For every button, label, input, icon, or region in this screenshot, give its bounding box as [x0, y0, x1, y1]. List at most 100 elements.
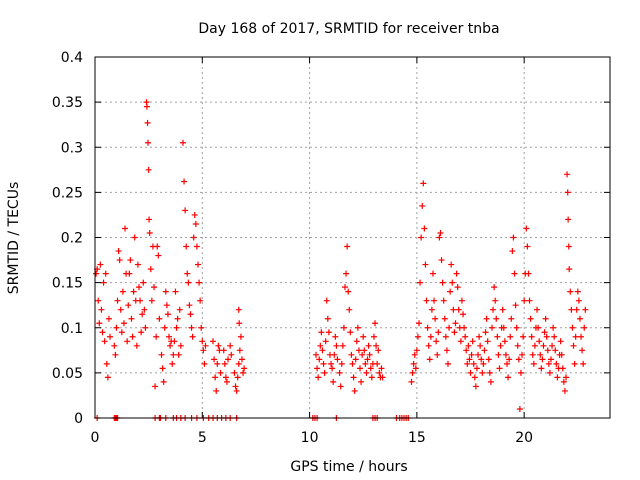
data-point [560, 378, 567, 385]
data-point [324, 315, 331, 322]
data-point [134, 261, 141, 268]
data-point [454, 284, 461, 291]
data-point [516, 405, 523, 412]
data-point [145, 139, 152, 146]
chart-title: Day 168 of 2017, SRMTID for receiver tnb… [198, 21, 499, 37]
data-point [366, 351, 373, 358]
data-point [541, 329, 548, 336]
data-point [554, 374, 561, 381]
data-point [191, 211, 198, 218]
data-point [104, 374, 111, 381]
data-point [185, 279, 192, 286]
data-point [457, 338, 464, 345]
data-point [368, 374, 375, 381]
data-point [338, 360, 345, 367]
data-point [231, 369, 238, 376]
y-tick-label: 0.25 [52, 185, 83, 201]
data-point [188, 324, 195, 331]
data-point [138, 329, 145, 336]
data-point [197, 297, 204, 304]
data-point [513, 324, 520, 331]
data-point [333, 342, 340, 349]
data-point [325, 329, 332, 336]
data-point [362, 360, 369, 367]
data-point [549, 342, 556, 349]
data-point [419, 202, 426, 209]
data-point [117, 306, 124, 313]
data-point [236, 320, 243, 327]
data-point [221, 360, 228, 367]
data-point [113, 324, 120, 331]
data-point [137, 297, 144, 304]
data-point [496, 365, 503, 372]
data-point [160, 378, 167, 385]
data-point [372, 320, 379, 327]
data-point [355, 347, 362, 354]
data-point [486, 369, 493, 376]
data-point [140, 279, 147, 286]
data-point [144, 119, 151, 126]
data-point [524, 243, 531, 250]
data-point [452, 320, 459, 327]
data-point [148, 297, 155, 304]
data-point [331, 351, 338, 358]
data-point [494, 333, 501, 340]
data-point [334, 356, 341, 363]
data-point [352, 356, 359, 363]
data-point [506, 356, 513, 363]
data-point [348, 351, 355, 358]
data-point [447, 288, 454, 295]
y-tick-label: 0 [74, 411, 83, 427]
data-point [347, 329, 354, 336]
data-point [350, 374, 357, 381]
data-point [574, 288, 581, 295]
data-point [179, 139, 186, 146]
data-point [128, 315, 135, 322]
data-point [316, 356, 323, 363]
data-point [537, 351, 544, 358]
data-point [477, 342, 484, 349]
data-point [509, 248, 516, 255]
data-point [421, 225, 428, 232]
data-point [240, 369, 247, 376]
data-point [455, 306, 462, 313]
data-point [438, 257, 445, 264]
grid-lines [95, 57, 610, 418]
data-point [485, 356, 492, 363]
data-point [317, 342, 324, 349]
data-point [358, 378, 365, 385]
data-point [483, 315, 490, 322]
data-point [453, 270, 460, 277]
data-point [153, 333, 160, 340]
data-point [553, 360, 560, 367]
data-point [93, 270, 100, 277]
data-point [534, 306, 541, 313]
data-point [569, 324, 576, 331]
data-point [461, 324, 468, 331]
data-point [112, 351, 119, 358]
data-point [181, 178, 188, 185]
data-point [164, 311, 171, 318]
data-point [357, 365, 364, 372]
data-point [365, 342, 372, 349]
data-point [146, 216, 153, 223]
data-point [102, 270, 109, 277]
data-point [566, 266, 573, 273]
data-point [346, 306, 353, 313]
data-point [462, 333, 469, 340]
data-point [413, 347, 420, 354]
data-point [564, 189, 571, 196]
data-point [183, 243, 190, 250]
data-point [233, 387, 240, 394]
data-point [440, 297, 447, 304]
x-axis-label: GPS time / hours [290, 459, 407, 475]
data-point [169, 360, 176, 367]
data-point [418, 234, 425, 241]
data-point [193, 243, 200, 250]
data-point [199, 338, 206, 345]
data-point [190, 234, 197, 241]
data-point [329, 365, 336, 372]
data-point [540, 342, 547, 349]
data-point [487, 378, 494, 385]
